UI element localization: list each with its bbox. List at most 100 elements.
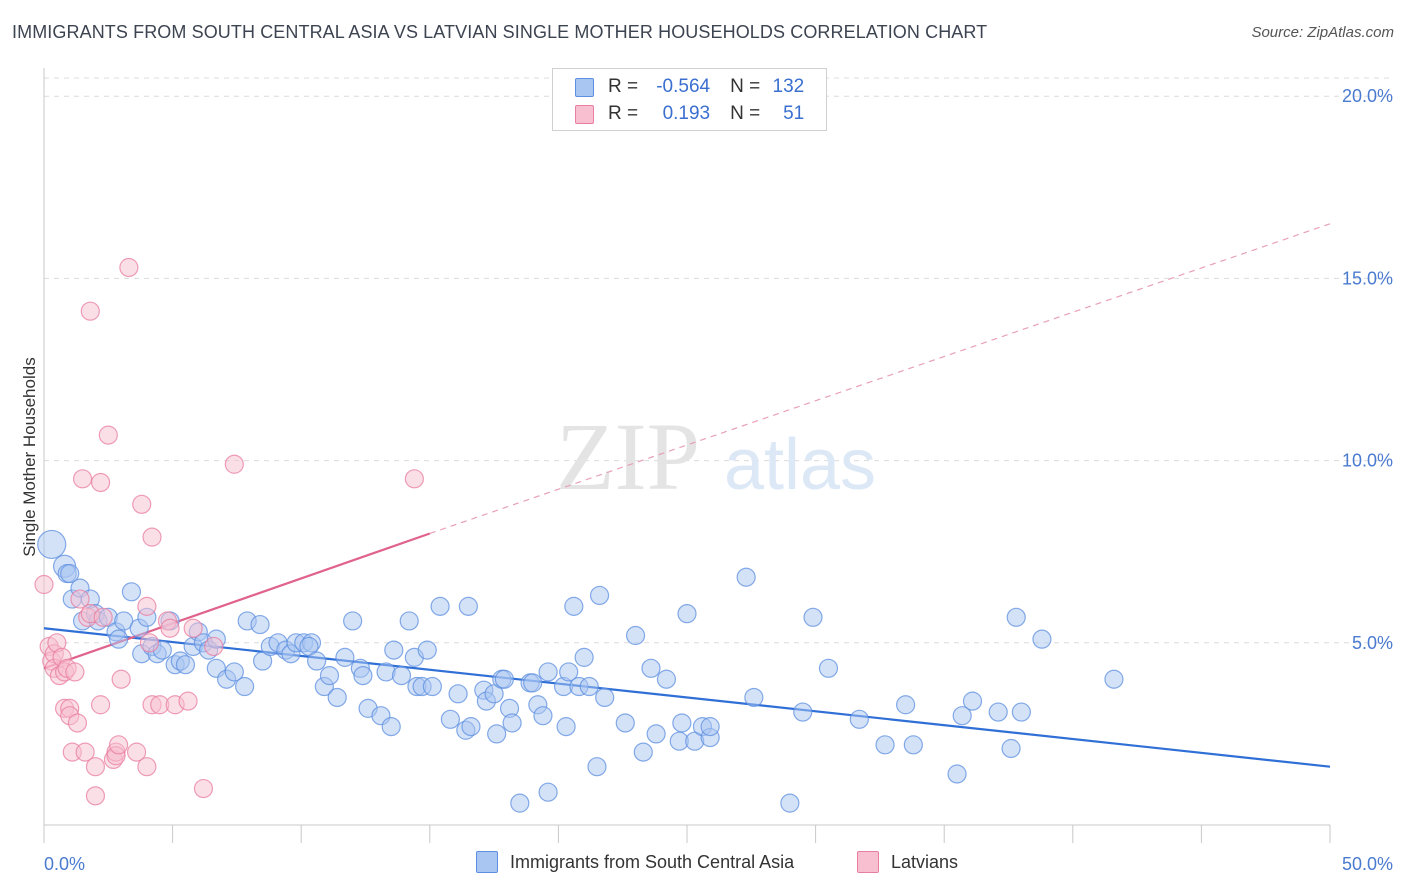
point-latvians: [183, 618, 203, 638]
point-south-central-asia: [677, 604, 697, 624]
point-south-central-asia: [448, 684, 468, 704]
point-latvians: [90, 472, 111, 493]
legend-r-value: 0.193: [662, 103, 711, 124]
point-south-central-asia: [335, 647, 355, 667]
point-south-central-asia: [417, 640, 437, 660]
point-latvians: [137, 757, 157, 777]
watermark-zip: ZIP: [556, 403, 700, 510]
point-south-central-asia: [430, 596, 450, 616]
y-tick-label: 5.0%: [1352, 633, 1393, 653]
point-latvians: [72, 469, 93, 489]
point-south-central-asia: [672, 713, 692, 733]
point-south-central-asia: [641, 658, 661, 678]
point-latvians: [132, 494, 152, 514]
point-latvians: [142, 527, 162, 547]
point-latvians: [160, 618, 180, 638]
point-latvians: [75, 742, 95, 762]
legend-n-label: N =: [730, 103, 761, 124]
point-latvians: [224, 454, 244, 474]
point-south-central-asia: [175, 655, 196, 675]
point-south-central-asia: [121, 582, 142, 602]
legend-swatch-blue: [575, 77, 594, 97]
point-south-central-asia: [37, 529, 67, 560]
point-latvians: [137, 596, 157, 616]
trend-line-south-central-asia: [43, 627, 1331, 768]
trend-line-latvians-extension: [429, 223, 1331, 535]
legend-row-south-central-asia: R = -0.564 N = 132: [575, 74, 804, 100]
bottom-legend-label: Latvians: [891, 851, 959, 872]
legend-r-label: R =: [608, 103, 639, 124]
x-tick-label: 50.0%: [1342, 854, 1393, 874]
point-latvians: [126, 742, 147, 762]
point-south-central-asia: [1032, 629, 1052, 649]
trend-line-latvians: [43, 532, 431, 670]
point-latvians: [67, 713, 88, 733]
point-south-central-asia: [556, 717, 576, 737]
point-south-central-asia: [1104, 669, 1124, 689]
y-tick-label: 20.0%: [1342, 86, 1393, 106]
point-south-central-asia: [736, 567, 756, 587]
point-south-central-asia: [319, 665, 340, 686]
point-south-central-asia: [818, 658, 839, 678]
point-south-central-asia: [574, 647, 594, 667]
point-south-central-asia: [307, 651, 327, 671]
watermark: ZIP atlas: [556, 403, 876, 510]
point-south-central-asia: [353, 665, 373, 686]
bottom-legend-label: Immigrants from South Central Asia: [510, 851, 795, 872]
point-south-central-asia: [803, 607, 823, 627]
bottom-legend-swatch-blue: [476, 851, 498, 873]
legend: R = -0.564 N = 132 R = 0.193 N = 51: [552, 68, 827, 131]
legend-r-label: R =: [608, 76, 639, 97]
point-south-central-asia: [625, 625, 646, 646]
point-latvians: [85, 786, 106, 806]
point-south-central-asia: [875, 735, 895, 755]
point-south-central-asia: [646, 724, 666, 744]
point-south-central-asia: [487, 724, 507, 744]
point-latvians: [34, 574, 54, 595]
point-south-central-asia: [108, 629, 129, 649]
point-south-central-asia: [114, 611, 134, 631]
bottom-legend-item-south-central-asia: Immigrants from South Central Asia: [476, 851, 794, 873]
point-south-central-asia: [559, 662, 579, 682]
point-south-central-asia: [440, 709, 460, 729]
gridlines: [44, 77, 1390, 644]
point-latvians: [80, 301, 100, 321]
data-points: [34, 257, 1124, 813]
point-south-central-asia: [587, 757, 607, 777]
point-south-central-asia: [384, 640, 404, 660]
point-latvians: [204, 636, 224, 657]
point-south-central-asia: [700, 717, 720, 737]
legend-r-value: -0.564: [656, 76, 711, 97]
source-label: Source: ZipAtlas.com: [1251, 24, 1394, 41]
point-latvians: [404, 469, 424, 489]
point-latvians: [119, 257, 139, 278]
tick-labels: 5.0% 10.0% 15.0% 20.0% 0.0% 50.0%: [44, 86, 1393, 874]
point-south-central-asia: [399, 611, 419, 631]
point-south-central-asia: [250, 614, 270, 635]
point-latvians: [193, 778, 214, 799]
point-south-central-asia: [1001, 738, 1021, 759]
point-south-central-asia: [744, 687, 764, 708]
point-south-central-asia: [1011, 702, 1031, 722]
point-south-central-asia: [327, 687, 347, 708]
point-latvians: [70, 589, 90, 609]
point-latvians: [93, 607, 113, 627]
point-south-central-asia: [564, 596, 584, 616]
point-latvians: [108, 735, 129, 755]
point-latvians: [111, 669, 131, 689]
legend-n-label: N =: [730, 76, 761, 97]
point-south-central-asia: [458, 596, 478, 616]
point-south-central-asia: [849, 709, 869, 729]
point-latvians: [98, 425, 118, 445]
point-latvians: [178, 691, 198, 711]
point-latvians: [90, 695, 111, 715]
y-axis-label: Single Mother Households: [20, 357, 39, 556]
point-south-central-asia: [589, 585, 610, 606]
point-south-central-asia: [633, 742, 653, 762]
point-south-central-asia: [533, 706, 553, 726]
point-south-central-asia: [952, 706, 972, 726]
point-latvians: [65, 662, 85, 682]
point-latvians: [139, 633, 160, 653]
legend-swatch-pink: [575, 104, 594, 124]
